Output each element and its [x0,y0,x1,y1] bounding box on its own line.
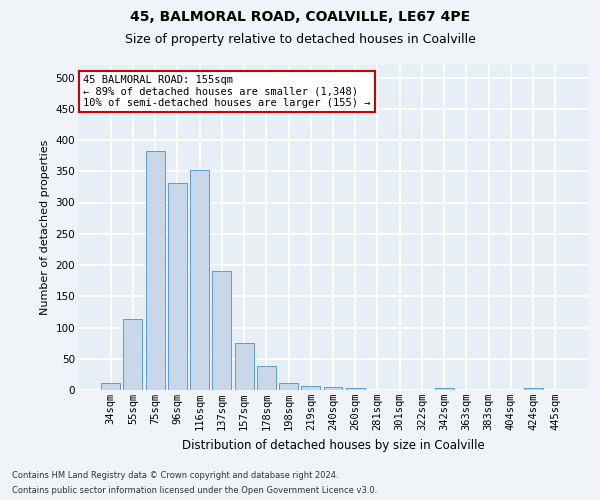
Text: Contains public sector information licensed under the Open Government Licence v3: Contains public sector information licen… [12,486,377,495]
Text: 45, BALMORAL ROAD, COALVILLE, LE67 4PE: 45, BALMORAL ROAD, COALVILLE, LE67 4PE [130,10,470,24]
Bar [146,150,164,390]
Text: Contains HM Land Registry data © Crown copyright and database right 2024.: Contains HM Land Registry data © Crown c… [12,471,338,480]
Text: 45 BALMORAL ROAD: 155sqm
← 89% of detached houses are smaller (1,348)
10% of sem: 45 BALMORAL ROAD: 155sqm ← 89% of detach… [83,74,371,108]
Bar [323,387,343,390]
Bar [212,271,231,390]
Bar [279,382,298,390]
Bar [168,183,187,390]
Y-axis label: Number of detached properties: Number of detached properties [40,140,50,315]
Bar [257,366,276,390]
Bar [346,388,365,390]
Bar [124,319,142,390]
Bar [435,388,454,390]
Bar [301,386,320,390]
Text: Size of property relative to detached houses in Coalville: Size of property relative to detached ho… [125,32,475,46]
Bar [101,382,120,390]
Bar [190,170,209,390]
Bar [524,388,542,390]
X-axis label: Distribution of detached houses by size in Coalville: Distribution of detached houses by size … [182,438,484,452]
Bar [235,342,254,390]
